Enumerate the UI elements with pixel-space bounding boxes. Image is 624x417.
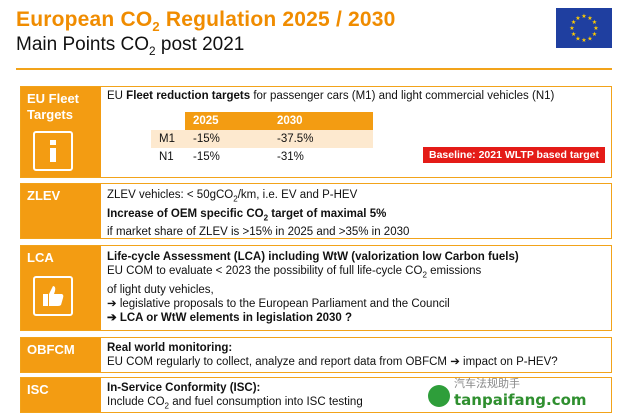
table-header-cell: 2030	[268, 112, 373, 130]
table-header-cell	[151, 112, 185, 130]
zlev-section: ZLEV ZLEV vehicles: < 50gCO2/km, i.e. EV…	[20, 183, 612, 239]
eu-flag-icon: ★ ★ ★ ★ ★ ★ ★ ★ ★ ★ ★ ★	[556, 8, 612, 48]
flag-star-icon: ★	[581, 37, 586, 44]
flag-star-icon: ★	[569, 25, 574, 32]
obfcm-section-label: OBFCM	[21, 338, 101, 372]
flag-star-icon: ★	[571, 31, 576, 38]
zlev-line-3: if market share of ZLEV is >15% in 2025 …	[107, 226, 410, 238]
lca-section-content: Life-cycle Assessment (LCA) including Wt…	[107, 250, 605, 325]
obfcm-section: OBFCM Real world monitoring: EU COM regu…	[20, 337, 612, 373]
flag-star-icon: ★	[575, 15, 580, 22]
lca-line-5: ➔ LCA or WtW elements in legislation 203…	[107, 312, 352, 325]
flag-star-icon: ★	[575, 36, 580, 43]
flag-star-icon: ★	[587, 36, 592, 43]
info-icon	[33, 131, 73, 171]
page-title: European CO2 Regulation 2025 / 2030	[16, 8, 396, 35]
title-divider	[16, 68, 612, 70]
isc-section: ISC In-Service Conformity (ISC): Include…	[20, 377, 612, 413]
isc-section-label: ISC	[21, 378, 101, 412]
flag-star-icon: ★	[593, 25, 598, 32]
zlev-line-1: ZLEV vehicles: < 50gCO2/km, i.e. EV and …	[107, 189, 358, 204]
zlev-section-label: ZLEV	[21, 184, 101, 238]
lca-line-2: EU COM to evaluate < 2023 the possibilit…	[107, 265, 482, 280]
flag-star-icon: ★	[571, 19, 576, 26]
watermark-text-2: tanpaifang.com	[454, 391, 587, 409]
table-cell: -31%	[268, 148, 373, 166]
thumbs-up-icon	[33, 276, 73, 316]
table-cell: -15%	[184, 148, 269, 166]
obfcm-section-content: Real world monitoring: EU COM regularly …	[107, 341, 605, 369]
watermark: 汽车法规助手 tanpaifang.com	[428, 375, 614, 411]
fleet-intro-text: EU Fleet reduction targets for passenger…	[107, 90, 555, 102]
zlev-line-2: Increase of OEM specific CO2 target of m…	[107, 207, 387, 222]
lca-line-4: ➔ legislative proposals to the European …	[107, 297, 450, 310]
table-cell: -15%	[184, 130, 269, 148]
flag-star-icon: ★	[581, 13, 586, 20]
flag-star-icon: ★	[587, 15, 592, 22]
obfcm-line-1: Real world monitoring:	[107, 342, 233, 354]
fleet-section-content: EU Fleet reduction targets for passenger…	[107, 89, 605, 103]
table-row: M1 -15% -37.5%	[151, 130, 373, 148]
zlev-section-content: ZLEV vehicles: < 50gCO2/km, i.e. EV and …	[107, 188, 605, 239]
isc-line-2: Include CO2 and fuel consumption into IS…	[107, 396, 363, 411]
fleet-section-label: EU Fleet Targets	[21, 87, 101, 177]
lca-section: LCA Life-cycle Assessment (LCA) includin…	[20, 245, 612, 331]
table-cell: M1	[151, 130, 185, 148]
watermark-logo-icon	[428, 385, 450, 407]
lca-line-1: Life-cycle Assessment (LCA) including Wt…	[107, 251, 519, 263]
lca-line-3: of light duty vehicles,	[107, 283, 214, 296]
isc-section-content: In-Service Conformity (ISC): Include CO2…	[107, 381, 605, 414]
table-cell: -37.5%	[268, 130, 373, 148]
page-subtitle: Main Points CO2 post 2021	[16, 34, 245, 58]
flag-star-icon: ★	[592, 19, 597, 26]
table-header-cell: 2025	[184, 112, 269, 130]
table-header-row: 2025 2030	[151, 112, 373, 130]
flag-star-icon: ★	[592, 31, 597, 38]
lca-section-label: LCA	[21, 246, 101, 330]
table-cell: N1	[151, 148, 185, 166]
watermark-text-1: 汽车法规助手	[454, 378, 520, 390]
baseline-badge: Baseline: 2021 WLTP based target	[422, 147, 605, 163]
isc-line-1: In-Service Conformity (ISC):	[107, 382, 261, 394]
fleet-section: EU Fleet Targets EU Fleet reduction targ…	[20, 86, 612, 178]
fleet-targets-table: 2025 2030 M1 -15% -37.5% N1 -15% -31%	[151, 112, 373, 166]
obfcm-line-2: EU COM regularly to collect, analyze and…	[107, 356, 558, 369]
table-row: N1 -15% -31%	[151, 148, 373, 166]
